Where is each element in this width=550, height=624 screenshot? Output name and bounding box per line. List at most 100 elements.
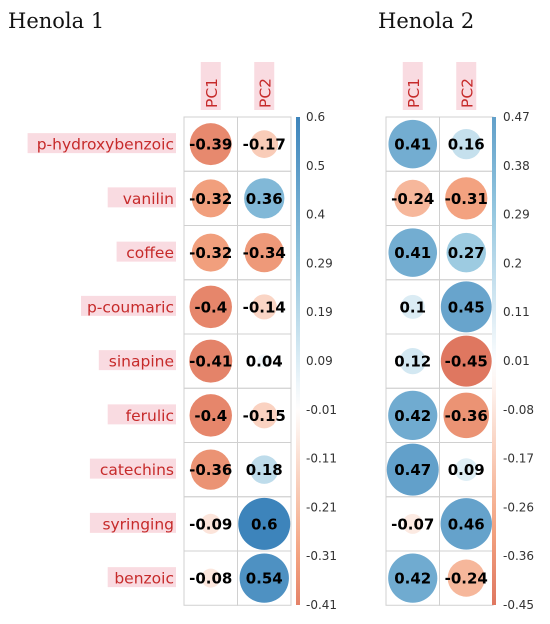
correlation-circle (454, 458, 478, 482)
cell-value-label: 0.16 (448, 136, 485, 154)
row-label-coffee: coffee (126, 244, 174, 262)
colorbar-tick-label: -0.26 (503, 500, 534, 514)
cell-value-label: 0.45 (448, 298, 485, 316)
cell-value-label: -0.4 (194, 298, 227, 316)
cell-value-label: 0.41 (394, 244, 431, 262)
colorbar-tick-label: -0.45 (503, 598, 534, 612)
row-label-bg (81, 295, 176, 316)
row-label-bg (107, 187, 176, 208)
cell-value-label: -0.08 (189, 570, 232, 588)
cell-value-label: -0.15 (243, 407, 286, 425)
colorbar-tick-label: 0.01 (503, 354, 530, 368)
correlation-circle (189, 394, 232, 437)
column-label-bg (254, 62, 275, 110)
cell-value-label: -0.17 (243, 136, 286, 154)
correlation-circle (443, 392, 489, 439)
panel-title-henola-1: Henola 1 (8, 9, 104, 33)
cell-value-label: -0.07 (391, 515, 434, 533)
cell-value-label: 0.42 (394, 570, 431, 588)
row-label-syringing: syringing (102, 515, 174, 533)
correlation-circle (440, 498, 492, 550)
colorbar-tick-label: -0.08 (503, 403, 534, 417)
colorbar (296, 117, 300, 605)
colorbar-tick-label: -0.11 (306, 452, 337, 466)
correlation-circle (447, 559, 485, 597)
row-label-p-coumaric: p-coumaric (87, 298, 174, 316)
correlation-circle (388, 119, 438, 169)
correlation-circle (388, 228, 438, 277)
correlation-circle (190, 449, 231, 490)
cell-value-label: -0.32 (189, 244, 232, 262)
colorbar-tick-label: 0.47 (503, 110, 530, 124)
colorbar-tick-label: 0.09 (306, 354, 333, 368)
correlation-circle (399, 347, 426, 375)
cell-value-label: 0.41 (394, 136, 431, 154)
row-label-p-hydroxybenzoic: p-hydroxybenzoic (37, 136, 174, 154)
cell-value-label: 0.27 (448, 244, 485, 262)
cell-value-label: 0.42 (394, 407, 431, 425)
row-label-bg (89, 458, 176, 479)
row-label-vanilin: vanilin (123, 190, 174, 208)
column-label-pc1: PC1 (203, 78, 221, 108)
colorbar-tick-label: 0.6 (306, 110, 325, 124)
cell-value-label: -0.32 (189, 190, 232, 208)
column-label-bg (456, 62, 477, 110)
cell-value-label: -0.24 (445, 570, 488, 588)
cell-value-label: 0.04 (246, 353, 283, 371)
cell-value-label: 0.18 (246, 461, 283, 479)
row-label-catechins: catechins (100, 461, 174, 479)
grid-cell (237, 550, 292, 606)
cell-value-label: -0.36 (445, 407, 488, 425)
cell-value-label: 0.46 (448, 515, 485, 533)
colorbar-tick-label: -0.41 (306, 598, 337, 612)
correlation-circle (250, 455, 279, 484)
column-label-pc2: PC2 (458, 78, 476, 108)
correlation-circle (251, 294, 277, 320)
colorbar-tick-label: 0.38 (503, 159, 530, 173)
correlation-circle (244, 233, 284, 273)
colorbar-tick-label: -0.21 (306, 500, 337, 514)
cell-value-label: 0.54 (246, 570, 283, 588)
row-label-sinapine: sinapine (109, 353, 174, 371)
colorbar-tick-label: -0.17 (503, 452, 534, 466)
colorbar-tick-label: 0.29 (306, 256, 333, 270)
cell-value-label: 0.1 (399, 298, 426, 316)
correlation-circle (191, 179, 230, 218)
correlation-circle (446, 232, 486, 273)
correlation-circle (451, 128, 482, 160)
cell-value-label: -0.31 (445, 190, 488, 208)
correlation-circle (238, 497, 291, 550)
colorbar (492, 117, 496, 605)
cell-value-label: 0.09 (448, 461, 485, 479)
row-label-bg (89, 512, 176, 533)
row-label-benzoic: benzoic (114, 570, 174, 588)
cell-value-label: -0.39 (189, 136, 232, 154)
correlation-circle (388, 553, 438, 603)
row-label-bg (98, 350, 176, 371)
cell-value-label: 0.47 (394, 461, 431, 479)
row-label-bg (116, 241, 176, 262)
correlation-circle (191, 233, 230, 272)
correlation-circle (189, 285, 232, 329)
colorbar-tick-label: 0.11 (503, 305, 530, 319)
row-label-ferulic: ferulic (126, 407, 174, 425)
correlation-circle (402, 513, 423, 534)
panel-title-henola-2: Henola 2 (378, 9, 474, 33)
correlation-circle (440, 335, 492, 387)
cell-value-label: 0.6 (251, 515, 278, 533)
cell-value-label: -0.34 (243, 244, 286, 262)
row-label-bg (107, 404, 176, 425)
colorbar-tick-label: 0.19 (306, 305, 333, 319)
correlation-circle (440, 281, 492, 333)
correlation-circle (189, 339, 233, 383)
column-label-pc1: PC1 (405, 78, 423, 108)
correlation-circle (251, 402, 278, 429)
cell-value-label: -0.45 (445, 353, 488, 371)
correlation-circle (250, 130, 279, 158)
row-label-bg (107, 567, 176, 588)
correlation-circle (400, 294, 425, 319)
correlation-circle (388, 390, 438, 440)
colorbar-tick-label: 0.5 (306, 159, 325, 173)
henola-1-heatmap: PC1 PC2 p-hydroxybenzoic vanilin coffee p-cou… (27, 62, 337, 612)
